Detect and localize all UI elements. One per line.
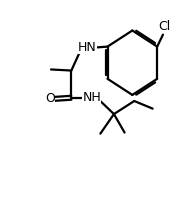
Text: HN: HN — [78, 41, 97, 54]
Text: NH: NH — [82, 91, 101, 104]
Text: O: O — [45, 92, 55, 105]
Text: Cl: Cl — [158, 20, 170, 33]
